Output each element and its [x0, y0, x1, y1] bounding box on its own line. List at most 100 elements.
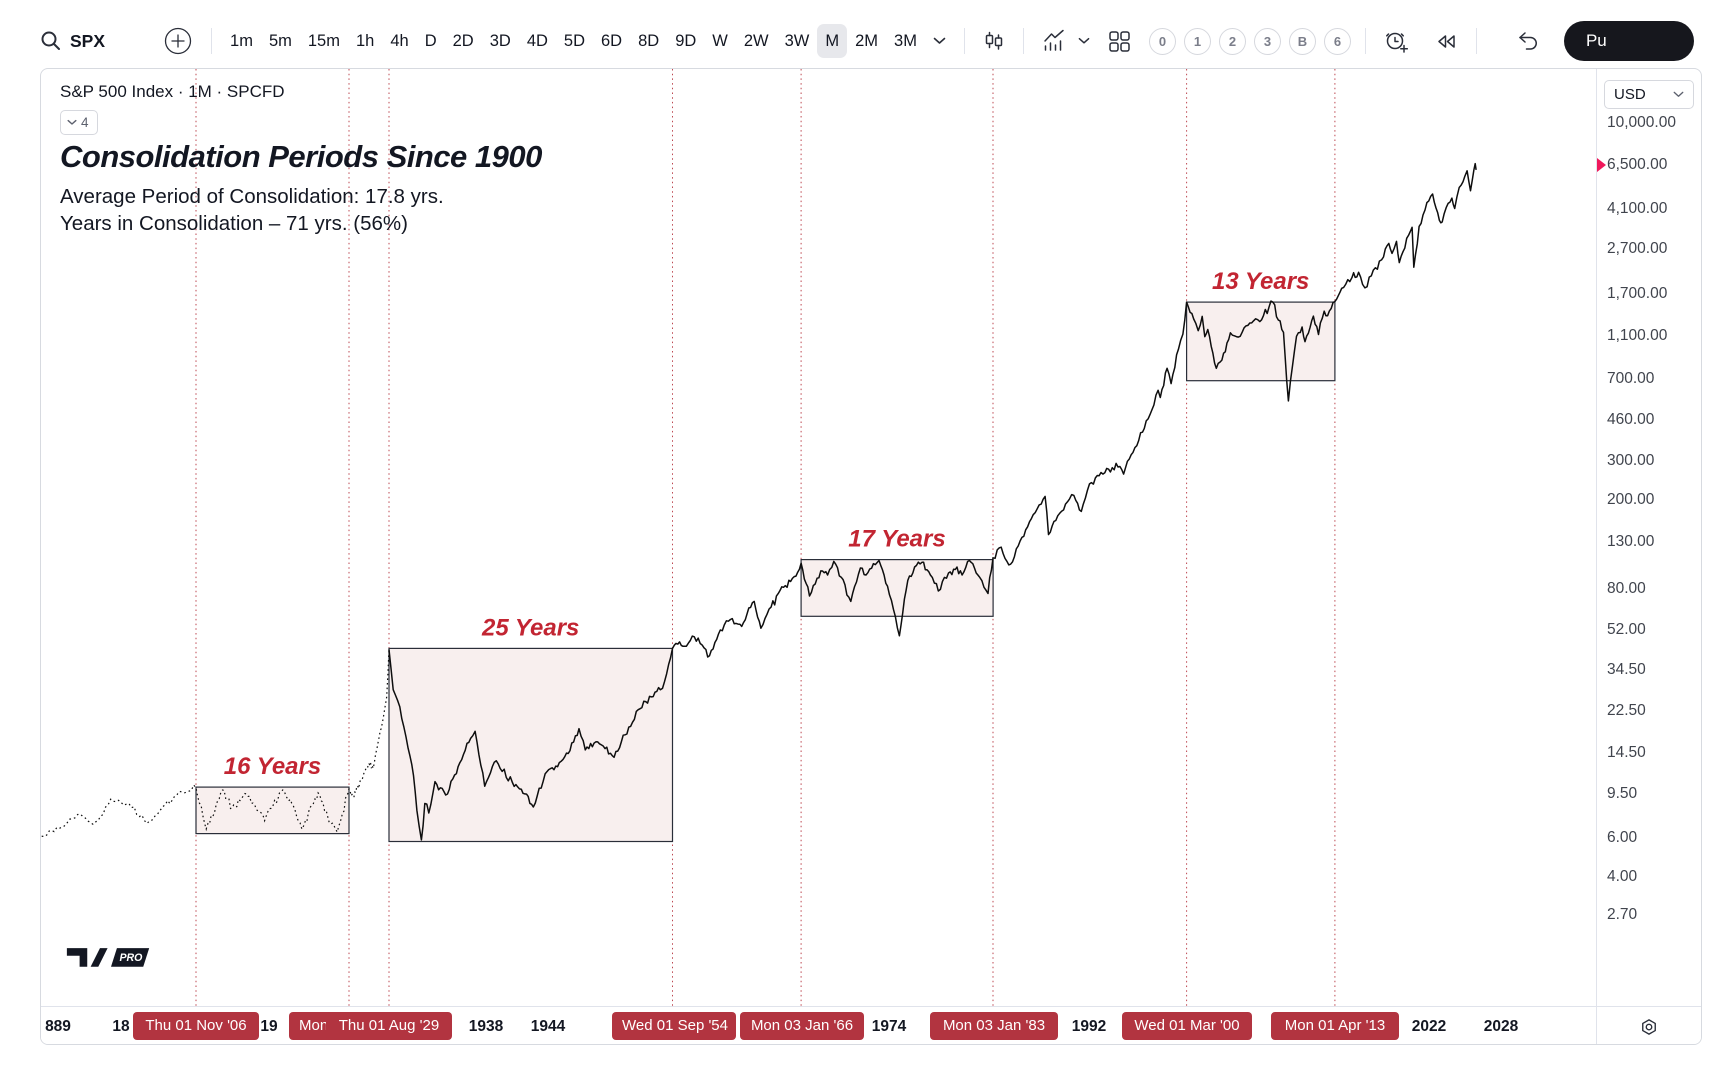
price-pane[interactable]: 16 Years 25 Years 17 Years 13 Years S&P 500… — [41, 69, 1596, 1006]
add-symbol-button[interactable] — [155, 24, 201, 58]
chart-settings-button[interactable] — [1635, 1014, 1663, 1040]
candlesticks-icon — [985, 31, 1003, 50]
price-axis-tick: 80.00 — [1607, 579, 1646, 597]
indicators-more-button[interactable] — [1074, 24, 1094, 58]
consolidation-date-badge: Thu 01 Nov '06 — [133, 1012, 259, 1040]
layout-slot-3[interactable]: 3 — [1253, 27, 1281, 55]
consolidation-duration-label: 16 Years — [224, 753, 321, 780]
indicators-button[interactable] — [1034, 24, 1074, 58]
timeframe-15m[interactable]: 15m — [300, 24, 348, 58]
time-axis-year-label: 1992 — [1071, 1018, 1107, 1035]
tradingview-logo[interactable]: PRO — [59, 943, 163, 976]
price-axis-tick: 460.00 — [1607, 410, 1655, 428]
grid-layout-icon — [1109, 30, 1130, 52]
gear-icon — [1642, 1019, 1656, 1035]
timeframe-3W[interactable]: 3W — [777, 24, 818, 58]
layout-slot-0[interactable]: 0 — [1148, 27, 1176, 55]
chart-title: Consolidation Periods Since 1900 — [60, 139, 542, 174]
layout-slot-2[interactable]: 2 — [1218, 27, 1246, 55]
toolbar-separator — [1475, 28, 1477, 54]
price-axis-tick: 34.50 — [1607, 660, 1646, 678]
timeframe-3M[interactable]: 3M — [886, 24, 925, 58]
toolbar-separator — [1022, 28, 1024, 54]
price-axis-tick: 22.50 — [1607, 701, 1646, 719]
time-axis-year-label: 889 — [45, 1018, 71, 1035]
toolbar-separator — [1364, 28, 1366, 54]
add-alert-button[interactable] — [1376, 24, 1417, 58]
layout-slot-B[interactable]: B — [1288, 27, 1316, 55]
timeframe-list: 1m 5m 15m 1h 4h D 2D 3D 4D 5D 6D 8D 9D W 2W 3W M 2M 3M — [222, 24, 925, 58]
timeframe-5D[interactable]: 5D — [556, 24, 593, 58]
price-axis-tick: 700.00 — [1607, 370, 1655, 388]
layout-slot-1[interactable]: 1 — [1183, 27, 1211, 55]
currency-label: USD — [1614, 86, 1646, 103]
chart-subtitle-average: Average Period of Consolidation: 17.8 yr… — [60, 185, 444, 208]
consolidation-date-badge: Mon 03 Jan '83 — [930, 1012, 1058, 1040]
axis-corner-separator — [1596, 1007, 1597, 1044]
consolidation-box — [195, 786, 350, 835]
price-axis[interactable]: USD 10,000.00 6,500.00 4,100.00 2,700.00 1,7… — [1596, 69, 1701, 1006]
publish-button[interactable]: Pu — [1563, 21, 1694, 61]
timeframe-more-button[interactable] — [925, 24, 954, 58]
pane-header: S&P 500 Index · 1M · SPCFD 4 Consolidati… — [60, 82, 542, 237]
price-chart-canvas[interactable]: 16 Years 25 Years 17 Years 13 Years — [41, 69, 1596, 1006]
symbol-info[interactable]: S&P 500 Index · 1M · SPCFD — [60, 82, 285, 101]
timeframe-W[interactable]: W — [704, 24, 736, 58]
layout-grid-button[interactable] — [1100, 24, 1139, 58]
objects-tree-badge[interactable]: 4 — [60, 110, 98, 135]
time-axis-year-label: 18 — [112, 1018, 130, 1035]
indicators-icon — [1044, 29, 1064, 51]
timeframe-D[interactable]: D — [417, 24, 445, 58]
chevron-down-icon — [1673, 91, 1684, 97]
price-axis-tick: 6.00 — [1607, 829, 1638, 847]
price-line — [388, 162, 1477, 841]
pro-badge-label: PRO — [119, 952, 143, 964]
time-axis[interactable]: 889 18 19 1938 1944 1974 1992 2022 2028 Thu 01 No… — [41, 1006, 1701, 1044]
timeframe-1m[interactable]: 1m — [222, 24, 261, 58]
price-axis-tick: 1,700.00 — [1607, 284, 1668, 302]
timeframe-4D[interactable]: 4D — [519, 24, 556, 58]
time-axis-year-label: 1974 — [871, 1018, 907, 1035]
pro-badge — [111, 948, 150, 967]
undo-button[interactable] — [1507, 24, 1548, 58]
timeframe-6D[interactable]: 6D — [593, 24, 630, 58]
price-axis-tick: 1,100.00 — [1607, 326, 1668, 344]
timeframe-1h[interactable]: 1h — [348, 24, 382, 58]
layout-slot-6[interactable]: 6 — [1323, 27, 1351, 55]
time-axis-year-label: 2028 — [1483, 1018, 1519, 1035]
timeframe-2D[interactable]: 2D — [445, 24, 482, 58]
timeframe-M[interactable]: M — [817, 24, 848, 58]
objects-count: 4 — [81, 115, 89, 130]
consolidation-date-badge: Wed 01 Mar '00 — [1122, 1012, 1252, 1040]
timeframe-2M[interactable]: 2M — [847, 24, 886, 58]
timeframe-5m[interactable]: 5m — [261, 24, 300, 58]
chart-subtitles: Average Period of Consolidation: 17.8 yr… — [60, 184, 542, 237]
last-price-marker — [1597, 157, 1606, 172]
consolidation-box — [800, 559, 994, 617]
replay-button[interactable] — [1427, 24, 1466, 58]
timeframe-2W[interactable]: 2W — [736, 24, 777, 58]
chevron-down-icon — [933, 37, 946, 44]
price-axis-tick: 200.00 — [1607, 491, 1655, 509]
chevron-down-icon — [1078, 37, 1090, 44]
chart-card: 16 Years 25 Years 17 Years 13 Years S&P 500… — [40, 68, 1702, 1045]
timeframe-4h[interactable]: 4h — [382, 24, 416, 58]
toolbar-separator — [211, 28, 213, 54]
chart-style-button[interactable] — [975, 24, 1013, 58]
currency-selector[interactable]: USD — [1604, 80, 1694, 109]
consolidation-date-badge: Mon 01 Apr '13 — [1271, 1012, 1399, 1040]
search-icon[interactable] — [40, 30, 62, 52]
plus-circle-icon — [164, 27, 192, 55]
symbol-label[interactable]: SPX — [70, 30, 106, 51]
consolidation-box — [388, 647, 674, 843]
timeframe-3D[interactable]: 3D — [482, 24, 519, 58]
price-axis-tick: 10,000.00 — [1607, 114, 1676, 131]
timeframe-9D[interactable]: 9D — [667, 24, 704, 58]
consolidation-duration-label: 17 Years — [848, 526, 945, 553]
tv-logo-slash — [90, 948, 108, 967]
rewind-icon — [1438, 34, 1455, 48]
timeframe-8D[interactable]: 8D — [630, 24, 667, 58]
consolidation-date-badge: Wed 01 Sep '54 — [612, 1012, 736, 1040]
